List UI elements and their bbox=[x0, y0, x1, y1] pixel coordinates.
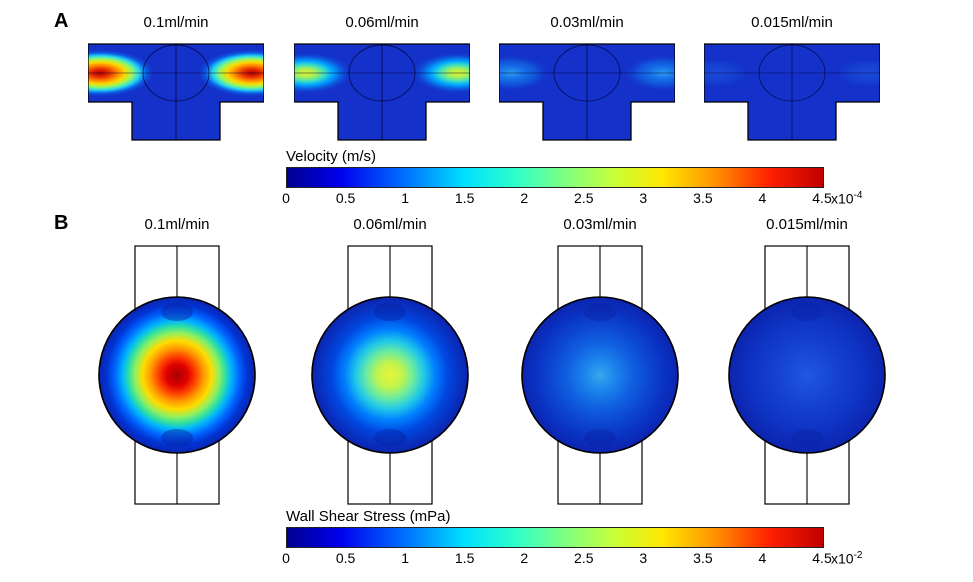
wss-heatmap-0.015mlmin bbox=[728, 245, 886, 505]
panel-a-flowrate-title-1: 0.1ml/min bbox=[143, 14, 209, 31]
velocity-heatmap-0.1mlmin bbox=[88, 43, 264, 141]
velocity-heatmap-0.015mlmin bbox=[704, 43, 880, 141]
velocity-colorbar-gradient bbox=[286, 167, 824, 188]
tick-label: 0.5 bbox=[335, 550, 356, 566]
tick-label: 0.5 bbox=[335, 190, 356, 206]
panel-a-flowrate-title-4: 0.015ml/min bbox=[751, 14, 833, 31]
wss-colorbar-scale: x10-2 bbox=[831, 550, 863, 567]
tick-label: 4 bbox=[758, 190, 767, 206]
tick-label: 1 bbox=[401, 190, 410, 206]
panel-b-label: B bbox=[54, 212, 69, 234]
panel-a-flowrate-title-2: 0.06ml/min bbox=[345, 14, 419, 31]
tick-label: 0 bbox=[282, 190, 290, 206]
panel-b-flowrate-title-4: 0.015ml/min bbox=[766, 216, 848, 233]
tick-label: 1.5 bbox=[454, 190, 475, 206]
velocity-colorbar-scale: x10-4 bbox=[831, 190, 863, 207]
velocity-heatmap-0.03mlmin bbox=[499, 43, 675, 141]
tick-label: 2.5 bbox=[574, 190, 594, 206]
wss-colorbar-title: Wall Shear Stress (mPa) bbox=[286, 508, 451, 525]
panel-b-flowrate-title-2: 0.06ml/min bbox=[353, 216, 427, 233]
tick-label: 2.5 bbox=[574, 550, 594, 566]
tick-label: 2 bbox=[520, 190, 529, 206]
panel-b-flowrate-title-3: 0.03ml/min bbox=[563, 216, 637, 233]
wss-colorbar: Wall Shear Stress (mPa) 0 0.5 1 1.5 2 2.… bbox=[282, 508, 973, 568]
wss-heatmap-0.1mlmin bbox=[98, 245, 256, 505]
tick-label: 3 bbox=[639, 190, 648, 206]
tick-label: 4.5 bbox=[812, 190, 832, 206]
tick-label: 3.5 bbox=[693, 550, 713, 566]
wss-colorbar-gradient bbox=[286, 527, 824, 548]
wss-heatmap-0.06mlmin bbox=[311, 245, 469, 505]
velocity-colorbar-title: Velocity (m/s) bbox=[286, 148, 377, 165]
tick-label: 3.5 bbox=[693, 190, 713, 206]
panel-a-flowrate-title-3: 0.03ml/min bbox=[550, 14, 624, 31]
tick-label: 4.5 bbox=[812, 550, 832, 566]
tick-label: 4 bbox=[758, 550, 767, 566]
panel-a-label: A bbox=[54, 10, 69, 32]
tick-label: 1.5 bbox=[454, 550, 475, 566]
tick-label: 1 bbox=[401, 550, 410, 566]
wss-heatmap-0.03mlmin bbox=[521, 245, 679, 505]
wss-colorbar-ticks: 0 0.5 1 1.5 2 2.5 3 3.5 4 4.5 bbox=[282, 550, 832, 566]
velocity-colorbar-ticks: 0 0.5 1 1.5 2 2.5 3 3.5 4 4.5 bbox=[282, 190, 832, 206]
panel-b-flowrate-title-1: 0.1ml/min bbox=[144, 216, 210, 233]
tick-label: 3 bbox=[639, 550, 648, 566]
tick-label: 2 bbox=[520, 550, 529, 566]
velocity-colorbar: Velocity (m/s) 0 0.5 1 1.5 2 2.5 3 3.5 4… bbox=[282, 148, 973, 208]
velocity-heatmap-0.06mlmin bbox=[294, 43, 470, 141]
tick-label: 0 bbox=[282, 550, 290, 566]
